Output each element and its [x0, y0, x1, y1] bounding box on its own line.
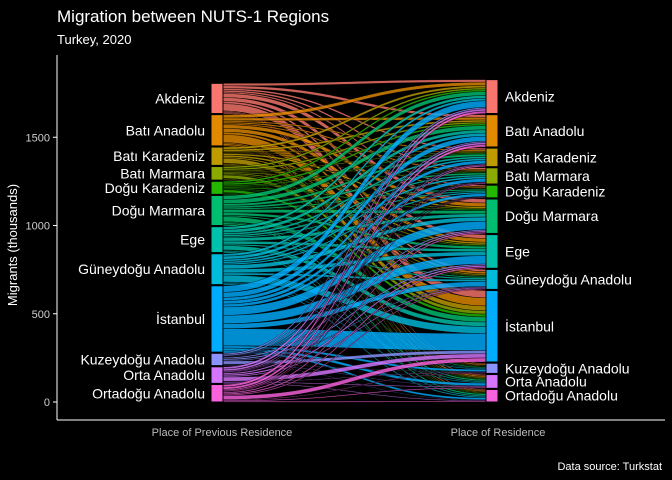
origin-stratum [210, 114, 224, 147]
y-axis-title: Migrants (thousands) [5, 184, 20, 306]
origin-stratum [210, 82, 224, 115]
chart-caption: Data source: Turkstat [557, 461, 662, 473]
destination-stratum [485, 388, 499, 403]
origin-stratum [210, 285, 224, 353]
destination-stratum [485, 114, 499, 148]
destination-region-label: Ege [505, 243, 530, 259]
destination-region-label: Kuzeydoğu Anadolu [505, 360, 630, 376]
y-axis: 0 500 1000 1500 [26, 132, 57, 409]
origin-stratum [210, 253, 224, 286]
destination-stratum [485, 167, 499, 185]
origin-stratum [210, 384, 224, 403]
origin-region-label: Ege [180, 232, 205, 248]
destination-region-label: Batı Anadolu [505, 123, 584, 139]
destination-region-label: Batı Karadeniz [505, 149, 597, 165]
y-tick-label: 0 [44, 397, 50, 409]
destination-stratum [485, 268, 499, 290]
chart-subtitle: Turkey, 2020 [57, 32, 131, 47]
destination-region-label: Ortadoğu Anadolu [505, 388, 618, 404]
destination-stratum [485, 234, 499, 269]
destination-stratum [485, 184, 499, 199]
origin-stratum [210, 180, 224, 195]
origin-region-label: Akdeniz [155, 90, 205, 106]
flow-layer [222, 79, 487, 403]
origin-stratum [210, 226, 224, 254]
origin-region-label: Doğu Karadeniz [105, 180, 205, 196]
destination-stratum [485, 362, 499, 374]
destination-stratum [485, 147, 499, 168]
origin-region-label: Ortadoğu Anadolu [92, 385, 205, 401]
strata-layer [210, 79, 499, 403]
destination-stratum [485, 79, 499, 115]
x-tick-origin: Place of Previous Residence [152, 427, 293, 439]
destination-region-label: Güneydoğu Anadolu [505, 271, 632, 287]
chart-title: Migration between NUTS-1 Regions [57, 7, 329, 26]
y-tick-label: 500 [32, 309, 50, 321]
origin-region-label: Batı Marmara [120, 165, 205, 181]
destination-region-label: Doğu Karadeniz [505, 184, 605, 200]
y-tick-label: 1500 [26, 132, 50, 144]
origin-stratum [210, 366, 224, 384]
origin-region-label: Batı Karadeniz [113, 148, 205, 164]
origin-region-label: Batı Anadolu [126, 122, 205, 138]
origin-stratum [210, 352, 224, 367]
destination-region-label: Orta Anadolu [505, 373, 587, 389]
origin-region-label: Orta Anadolu [123, 367, 205, 383]
origin-stratum [210, 194, 224, 226]
x-tick-destination: Place of Residence [451, 427, 546, 439]
destination-region-label: İstanbul [505, 317, 554, 334]
destination-stratum [485, 198, 499, 234]
label-layer: Akdeniz Akdeniz Batı Anadolu Batı Anadolu Ba… [78, 89, 632, 404]
destination-stratum [485, 290, 499, 363]
destination-region-label: Doğu Marmara [505, 208, 599, 224]
origin-region-label: Güneydoğu Anadolu [78, 261, 205, 277]
y-tick-label: 1000 [26, 221, 50, 233]
origin-region-label: Doğu Marmara [112, 202, 206, 218]
origin-stratum [210, 166, 224, 181]
origin-region-label: İstanbul [156, 310, 205, 327]
destination-region-label: Batı Marmara [505, 168, 590, 184]
origin-region-label: Kuzeydoğu Anadolu [80, 351, 205, 367]
origin-stratum [210, 146, 224, 166]
destination-region-label: Akdeniz [505, 89, 555, 105]
destination-stratum [485, 374, 499, 389]
flow-band [222, 400, 487, 403]
